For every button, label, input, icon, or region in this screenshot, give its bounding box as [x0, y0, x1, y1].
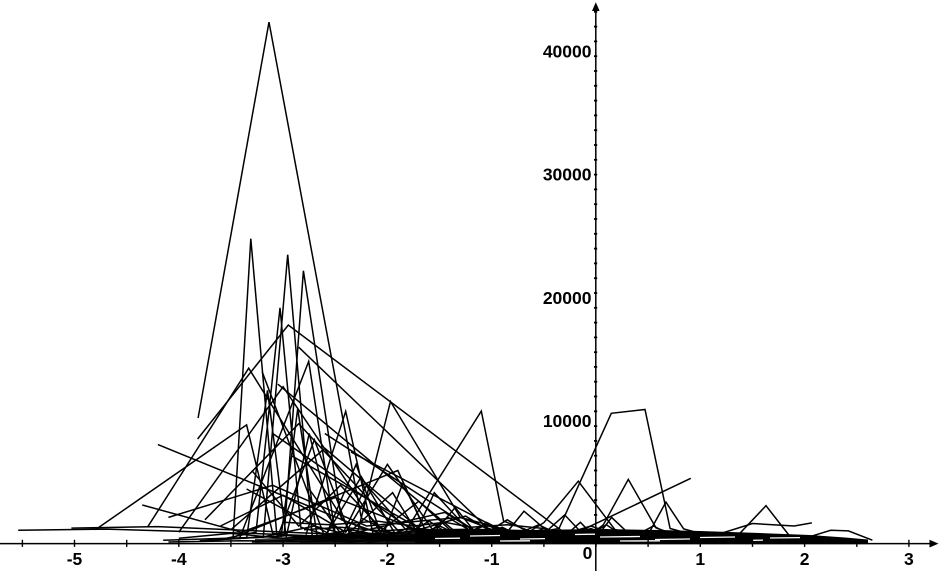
svg-text:3: 3	[904, 549, 914, 569]
svg-text:-3: -3	[275, 549, 291, 569]
svg-text:30000: 30000	[543, 165, 592, 185]
svg-text:-2: -2	[380, 549, 396, 569]
svg-text:2: 2	[800, 549, 810, 569]
svg-text:-5: -5	[67, 549, 83, 569]
svg-text:-4: -4	[171, 549, 187, 569]
svg-text:10000: 10000	[543, 411, 592, 431]
svg-text:0: 0	[583, 543, 593, 563]
svg-text:-1: -1	[484, 549, 500, 569]
svg-text:1: 1	[695, 549, 705, 569]
svg-text:20000: 20000	[543, 288, 592, 308]
svg-text:40000: 40000	[543, 41, 592, 61]
